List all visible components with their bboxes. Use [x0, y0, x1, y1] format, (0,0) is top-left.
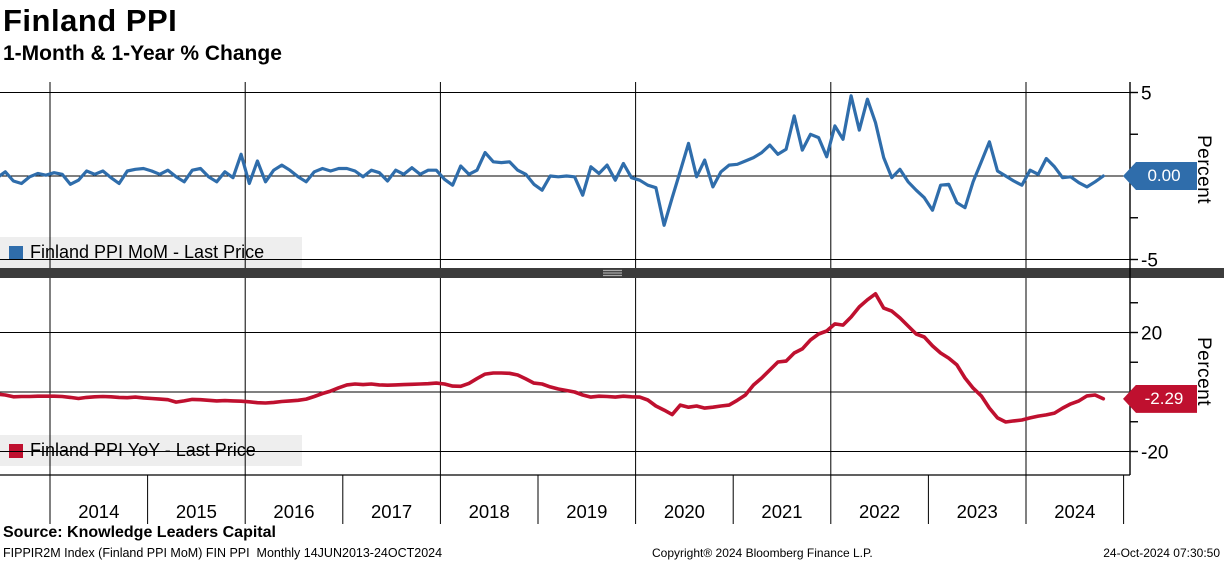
x-axis-year-label: 2018: [469, 501, 510, 522]
last-price-badge-mom: 0.00: [1123, 162, 1197, 190]
panel-divider: [0, 268, 1224, 278]
y-axis-label-top: Percent: [1193, 135, 1214, 204]
bottom-panel: 20 -20: [0, 278, 1168, 475]
x-axis: 2014 2015 2016 2017 2018 2019 2020 2021 2022 2023…: [0, 474, 1130, 524]
x-axis-year-label: 2020: [664, 501, 705, 522]
chart-header: Finland PPI 1-Month & 1-Year % Change: [3, 3, 282, 66]
x-axis-year-label: 2017: [371, 501, 412, 522]
x-axis-year-label: 2023: [957, 501, 998, 522]
x-axis-year-label: 2014: [78, 501, 119, 522]
legend-swatch-red-icon: [9, 443, 23, 458]
y-axis-tick-label: 20: [1141, 324, 1162, 345]
legend-label: Finland PPI MoM - Last Price: [30, 242, 265, 262]
x-axis-year-label: 2022: [859, 501, 900, 522]
x-axis-year-label: 2015: [176, 501, 217, 522]
top-panel: 5 -5: [0, 82, 1158, 272]
panel-divider-grip[interactable]: [603, 269, 622, 277]
y-axis-tick-label: 5: [1141, 84, 1152, 105]
y-axis-tick-label: -5: [1141, 251, 1158, 272]
ticker-info: FIPPIR2M Index (Finland PPI MoM) FIN PPI…: [3, 546, 443, 560]
last-price-badge-yoy: -2.29: [1123, 384, 1197, 413]
page-subtitle: 1-Month & 1-Year % Change: [3, 42, 282, 66]
legend-swatch-blue-icon: [9, 245, 23, 260]
y-axis-tick-label: -20: [1141, 443, 1168, 464]
x-axis-year-label: 2019: [566, 501, 607, 522]
y-axis-label-bottom: Percent: [1193, 336, 1214, 406]
timestamp: 24-Oct-2024 07:30:50: [1103, 546, 1220, 560]
legend-ppi-yoy[interactable]: Finland PPI YoY - Last Price: [0, 435, 302, 466]
x-axis-year-label: 2024: [1054, 501, 1095, 522]
page-title: Finland PPI: [3, 3, 178, 38]
series-line: [0, 94, 1105, 227]
legend-label: Finland PPI YoY - Last Price: [30, 440, 256, 460]
x-axis-year-label: 2016: [273, 501, 314, 522]
source-credit: Source: Knowledge Leaders Capital: [3, 524, 276, 541]
series-line: [0, 291, 1106, 424]
copyright-notice: Copyright® 2024 Bloomberg Finance L.P.: [652, 546, 873, 560]
x-axis-year-label: 2021: [761, 501, 802, 522]
